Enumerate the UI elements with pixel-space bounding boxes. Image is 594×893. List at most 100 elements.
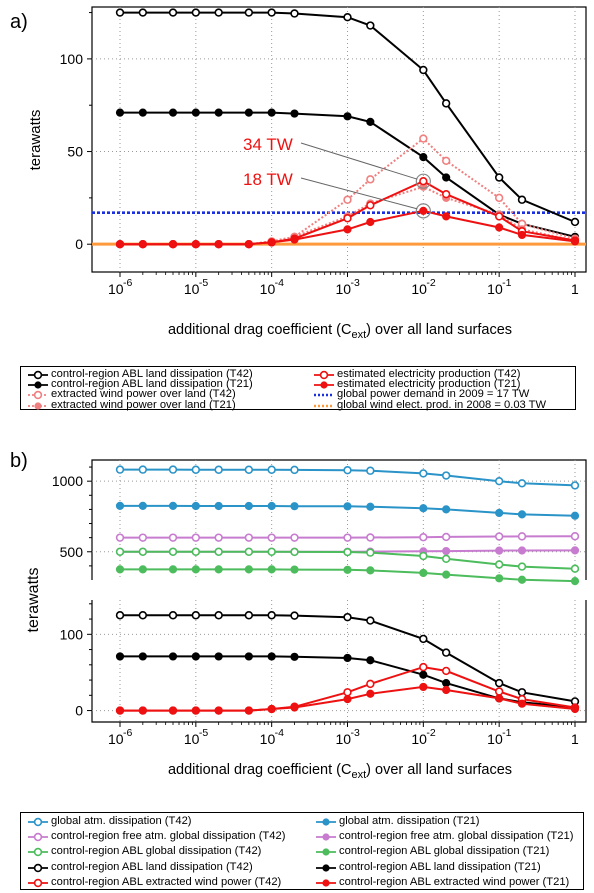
y-tick-label: 0 [75,236,83,252]
data-point-control-region-abl-land-dissipation-t42 [191,611,201,620]
x-tick-label-exponent: -1 [502,727,511,739]
data-point-control-region-abl-land-dissipation-t21 [115,652,125,661]
x-tick-label: 10 [411,731,427,747]
x-tick-label-exponent: -6 [123,727,132,739]
x-tick-label-exponent: -4 [275,727,284,739]
data-point-control-region-abl-land-dissipation-t42 [419,65,428,75]
legend-label: estimated electricity production (T21) [337,378,521,391]
data-point-control-region-abl-global-dissipation-t21 [442,570,451,579]
legend-label: extracted wind power over land (T21) [51,398,236,411]
x-tick-label: 1 [571,281,579,297]
data-point-control-region-abl-land-dissipation-t42 [290,611,299,620]
data-point-control-region-abl-global-dissipation-t21 [214,565,223,574]
data-point-global-atm-dissipation-t21 [366,502,375,511]
data-point-global-atm-dissipation-t42 [138,465,148,474]
legend-label: control-region ABL global dissipation (T… [339,845,550,858]
plot-frame-b-lower [91,600,587,723]
data-point-extracted-wind-power-over-land-t42 [441,156,451,166]
data-point-global-atm-dissipation-t21 [244,501,253,511]
data-point-global-atm-dissipation-t42 [419,469,428,478]
data-point-control-region-abl-land-dissipation-t42 [494,678,504,688]
data-point-global-atm-dissipation-t42 [441,471,451,480]
data-point-control-region-abl-global-dissipation-t42 [419,551,428,561]
data-point-estimated-electricity-production-t21 [267,238,276,247]
y-tick-label: 50 [67,144,83,160]
data-point-control-region-abl-extracted-wind-power-t21 [517,699,527,708]
data-point-control-region-abl-land-dissipation-t42 [214,611,223,620]
data-point-global-atm-dissipation-t42 [366,466,375,475]
data-point-control-region-free-atm-global-dissipation-t21 [570,546,580,555]
data-point-control-region-abl-land-dissipation-t42 [168,8,178,17]
data-point-control-region-abl-extracted-wind-power-t21 [495,694,504,703]
data-point-control-region-abl-land-dissipation-t21 [343,112,352,121]
data-point-control-region-free-atm-global-dissipation-t42 [244,533,254,542]
data-point-control-region-abl-land-dissipation-t42 [343,12,352,22]
y-axis-label: terawatts [25,568,42,633]
data-point-control-region-abl-land-dissipation-t42 [267,611,276,620]
data-point-control-region-abl-extracted-wind-power-t21 [570,704,580,714]
data-point-global-atm-dissipation-t21 [570,511,580,520]
x-tick-label: 10 [184,281,200,297]
data-point-control-region-abl-land-dissipation-t21 [442,173,451,182]
data-point-estimated-electricity-production-t21 [517,230,527,240]
data-point-control-region-abl-land-dissipation-t21 [366,117,375,126]
data-point-control-region-abl-land-dissipation-t42 [214,8,223,17]
data-point-global-atm-dissipation-t42 [214,465,223,474]
legend-swatch [314,370,334,380]
data-point-control-region-abl-global-dissipation-t21 [244,565,253,574]
data-point-control-region-abl-extracted-wind-power-t42 [343,688,352,697]
x-tick-label-exponent: -4 [275,277,284,289]
data-point-control-region-abl-extracted-wind-power-t42 [441,666,451,676]
data-point-control-region-free-atm-global-dissipation-t42 [441,532,451,542]
y-tick-label: 100 [60,51,84,67]
x-tick-label: 10 [260,731,276,747]
data-point-control-region-abl-global-dissipation-t21 [267,565,276,574]
data-point-control-region-free-atm-global-dissipation-t42 [570,532,580,541]
data-point-control-region-abl-global-dissipation-t42 [290,547,299,557]
data-point-control-region-abl-global-dissipation-t42 [267,547,276,556]
y-tick-label: 100 [60,626,84,642]
data-point-control-region-free-atm-global-dissipation-t42 [343,533,352,542]
data-point-control-region-abl-global-dissipation-t21 [138,565,147,574]
legend-label: control-region ABL extracted wind power … [51,875,282,888]
data-point-control-region-abl-land-dissipation-t42 [115,611,125,620]
legend-swatch [28,878,48,887]
legend-swatch [316,848,336,856]
data-point-control-region-free-atm-global-dissipation-t42 [517,532,527,541]
data-point-control-region-abl-global-dissipation-t21 [290,565,299,574]
legend-swatch [316,833,336,841]
x-tick-label: 10 [108,731,124,747]
data-point-global-atm-dissipation-t21 [168,501,178,510]
data-point-control-region-abl-land-dissipation-t42 [517,195,527,204]
data-point-control-region-abl-global-dissipation-t21 [168,565,178,574]
data-point-control-region-abl-land-dissipation-t42 [191,8,201,17]
data-point-control-region-free-atm-global-dissipation-t42 [168,533,178,542]
data-point-control-region-abl-land-dissipation-t21 [290,109,299,118]
data-point-control-region-abl-global-dissipation-t42 [494,560,504,569]
data-point-control-region-abl-global-dissipation-t42 [168,547,178,556]
data-point-control-region-free-atm-global-dissipation-t42 [290,533,299,542]
data-point-control-region-free-atm-global-dissipation-t42 [138,533,148,542]
data-point-estimated-electricity-production-t42 [366,201,375,210]
data-point-global-atm-dissipation-t21 [517,510,527,519]
x-tick-label-exponent: -5 [199,277,208,289]
data-point-control-region-abl-extracted-wind-power-t21 [442,685,451,695]
legend-swatch [316,818,336,826]
legend-swatch [28,863,48,872]
data-point-extracted-wind-power-over-land-t42 [494,193,504,203]
data-point-estimated-electricity-production-t42 [441,189,451,199]
data-point-control-region-abl-global-dissipation-t21 [495,574,504,583]
legend-swatch [316,863,336,872]
data-point-control-region-abl-land-dissipation-t21 [115,108,125,117]
data-point-global-atm-dissipation-t42 [494,476,504,486]
x-tick-label-exponent: -3 [351,727,360,739]
legend-swatch [28,832,48,842]
data-point-global-atm-dissipation-t21 [267,501,276,511]
data-point-estimated-electricity-production-t21 [419,206,428,215]
x-tick-label-exponent: -2 [426,727,435,739]
x-tick-label: 1 [571,731,579,747]
data-point-estimated-electricity-production-t21 [366,217,375,227]
data-point-control-region-abl-global-dissipation-t42 [570,564,580,573]
data-point-control-region-abl-land-dissipation-t42 [441,99,451,108]
